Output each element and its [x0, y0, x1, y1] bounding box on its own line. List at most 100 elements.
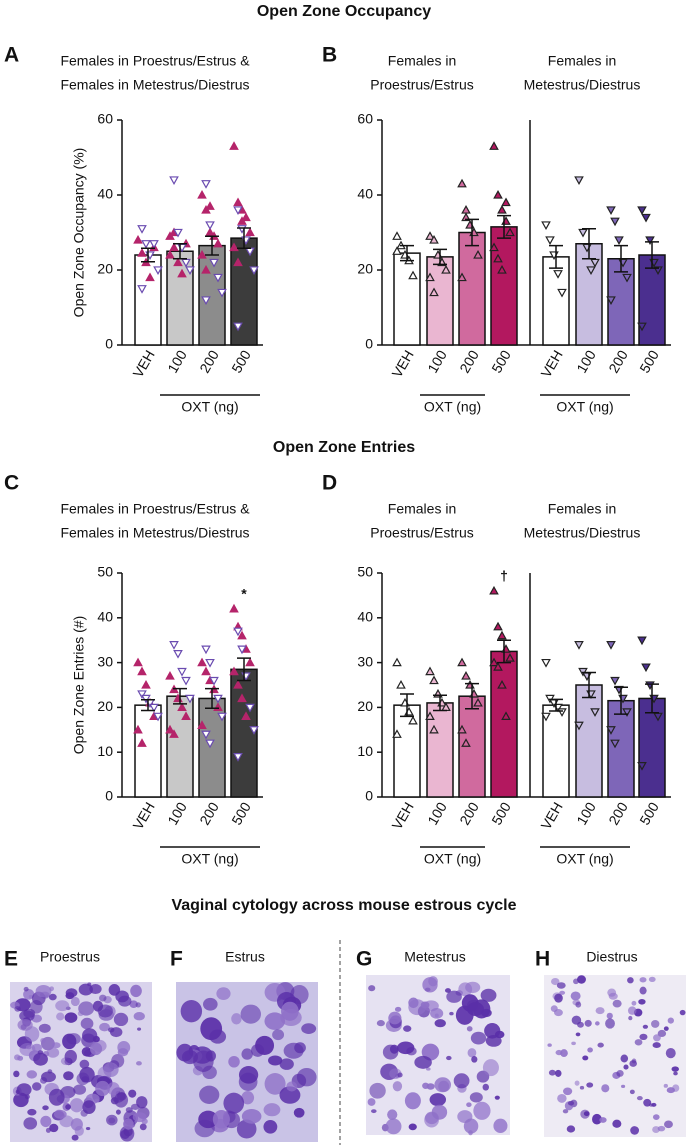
- cell: [574, 1080, 580, 1086]
- data-point: [614, 236, 624, 246]
- data-point: [637, 636, 647, 646]
- data-point: [497, 264, 507, 274]
- cell: [130, 984, 142, 998]
- data-point: [209, 258, 219, 268]
- data-point: [610, 676, 620, 686]
- data-point: [545, 236, 555, 246]
- error-bar: [237, 657, 251, 682]
- cell: [605, 1018, 615, 1029]
- data-point: [392, 657, 402, 667]
- cell: [26, 1070, 38, 1079]
- data-point: [233, 197, 243, 207]
- data-point: [177, 268, 187, 278]
- cell: [455, 1005, 474, 1025]
- cell: [71, 1134, 79, 1141]
- cell: [55, 1000, 70, 1012]
- micrograph: [10, 982, 152, 1142]
- error-bar: [465, 682, 479, 710]
- data-point: [497, 679, 507, 689]
- data-point: [425, 666, 435, 676]
- cell: [16, 1083, 32, 1097]
- data-point: [237, 630, 247, 640]
- error-bar: [141, 247, 155, 263]
- micrograph: [366, 975, 510, 1136]
- cell: [466, 1102, 472, 1108]
- cell: [634, 1039, 643, 1046]
- cell: [636, 1095, 643, 1101]
- cell: [66, 1033, 81, 1045]
- data-point: [489, 242, 499, 252]
- cell: [394, 1006, 402, 1012]
- cell: [586, 1082, 594, 1088]
- data-point: [137, 690, 147, 699]
- cell: [128, 1089, 137, 1098]
- cell: [87, 982, 92, 987]
- cell: [53, 1109, 67, 1119]
- y-tick-label: 10: [97, 743, 113, 759]
- cell: [577, 975, 586, 984]
- bar: [230, 668, 258, 798]
- cell: [263, 1103, 281, 1117]
- cell: [554, 993, 563, 1003]
- cell: [79, 1059, 90, 1069]
- y-tick-label: 20: [97, 261, 113, 277]
- data-point: [141, 694, 151, 704]
- cell: [42, 1105, 49, 1111]
- bar: [166, 695, 194, 798]
- group-label: OXT (ng): [424, 399, 481, 415]
- data-point: [137, 248, 147, 257]
- data-point: [149, 240, 159, 249]
- cell: [263, 1119, 278, 1134]
- cell: [115, 990, 129, 1003]
- data-point: [590, 708, 600, 717]
- cell: [24, 1094, 30, 1100]
- data-point: [429, 287, 439, 297]
- cell: [408, 1123, 417, 1131]
- y-tick-label: 0: [365, 788, 373, 804]
- cell: [582, 1055, 589, 1061]
- panel-letter: E: [4, 948, 18, 971]
- cell: [551, 977, 560, 986]
- error-bar: [582, 228, 596, 260]
- data-point: [493, 621, 503, 631]
- data-point: [133, 657, 143, 667]
- data-point: [574, 641, 584, 650]
- error-bar: [497, 214, 511, 239]
- cell: [629, 1089, 635, 1095]
- data-point: [541, 221, 551, 231]
- cell: [14, 1005, 21, 1012]
- bar: [490, 650, 518, 798]
- cell: [621, 1084, 626, 1089]
- cell: [388, 1011, 402, 1025]
- y-tick-label: 30: [97, 653, 113, 669]
- bar: [393, 252, 421, 346]
- x-tick-label: 500: [228, 347, 254, 375]
- cell: [78, 983, 93, 996]
- cell: [571, 1041, 576, 1046]
- cell: [599, 1117, 607, 1123]
- cell: [49, 1123, 59, 1133]
- cell: [137, 1027, 142, 1031]
- data-point: [133, 724, 143, 734]
- cell: [453, 1073, 470, 1089]
- cell: [279, 1086, 301, 1104]
- cell: [480, 988, 497, 1002]
- cell: [584, 1019, 592, 1027]
- group-title: Proestrus/Estrus: [370, 77, 473, 93]
- data-point: [237, 645, 247, 655]
- data-point: [553, 270, 563, 279]
- cell: [70, 996, 80, 1007]
- cell: [595, 1021, 600, 1026]
- data-point: [241, 711, 251, 720]
- data-point: [197, 657, 207, 667]
- micrograph: [544, 975, 686, 1137]
- cell: [595, 1007, 605, 1015]
- cell: [653, 1034, 661, 1042]
- cell: [494, 1095, 500, 1100]
- y-tick-label: 40: [357, 186, 373, 202]
- cell: [212, 1109, 230, 1129]
- error-bar: [237, 227, 251, 249]
- cell: [627, 1006, 637, 1015]
- cell: [570, 991, 581, 1001]
- data-point: [169, 729, 179, 738]
